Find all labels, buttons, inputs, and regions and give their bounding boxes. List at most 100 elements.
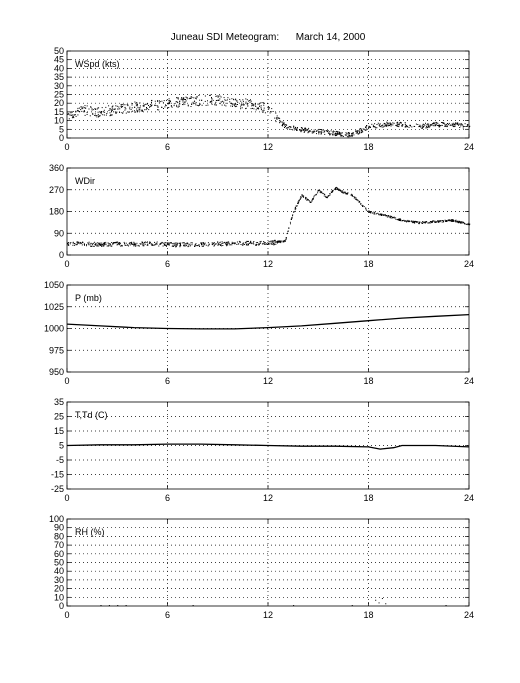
data-point: [250, 99, 251, 101]
data-point: [282, 123, 284, 125]
data-point: [440, 220, 442, 222]
data-point: [329, 134, 331, 136]
data-point: [89, 115, 91, 117]
data-point: [288, 126, 290, 128]
data-point: [95, 244, 97, 246]
data-point: [423, 221, 425, 223]
data-point: [167, 244, 169, 246]
data-point: [183, 242, 185, 244]
data-point: [359, 130, 361, 132]
data-point: [195, 104, 197, 106]
x-tick-label: 24: [464, 142, 474, 152]
data-point: [326, 130, 328, 132]
data-point: [267, 103, 269, 104]
data-point: [103, 244, 105, 246]
data-point: [429, 222, 430, 224]
data-point: [446, 126, 448, 128]
data-point: [381, 598, 383, 600]
data-point: [299, 197, 301, 199]
data-point: [73, 243, 75, 245]
data-point: [285, 124, 287, 126]
data-point: [87, 242, 89, 244]
data-point: [296, 205, 298, 207]
data-point: [377, 122, 379, 124]
data-point: [311, 200, 313, 202]
data-point: [388, 122, 390, 124]
data-point: [337, 187, 338, 189]
data-point: [136, 242, 138, 244]
data-point: [226, 243, 228, 245]
data-point: [214, 103, 216, 105]
data-point: [238, 240, 240, 242]
data-point: [146, 241, 148, 243]
data-point: [151, 101, 152, 103]
data-point: [461, 123, 463, 125]
data-point: [376, 124, 378, 125]
data-point: [226, 245, 228, 247]
data-point: [199, 99, 201, 101]
data-point: [393, 122, 395, 124]
data-point: [208, 244, 210, 246]
data-point: [129, 244, 131, 246]
data-point: [155, 242, 157, 244]
x-tick-label: 24: [464, 493, 474, 503]
data-point: [321, 129, 323, 131]
data-point: [352, 196, 354, 197]
y-tick-label: 40: [54, 566, 64, 576]
data-point: [425, 221, 427, 223]
x-tick-label: 0: [64, 493, 69, 503]
data-point: [435, 121, 437, 123]
data-point: [398, 124, 400, 126]
data-point: [200, 242, 202, 244]
data-point: [82, 241, 84, 243]
data-point: [425, 127, 427, 129]
data-point: [263, 241, 265, 242]
data-point: [336, 188, 338, 190]
data-point: [300, 127, 302, 128]
data-point: [253, 241, 255, 242]
data-point: [263, 102, 265, 104]
data-point: [290, 126, 292, 128]
data-point: [277, 241, 278, 243]
x-tick-label: 12: [263, 610, 273, 620]
data-point: [194, 244, 196, 246]
data-point: [386, 124, 388, 126]
data-point: [270, 243, 272, 245]
data-point: [385, 125, 387, 126]
data-point: [298, 200, 300, 202]
data-point: [134, 243, 136, 246]
data-point: [276, 241, 278, 243]
data-point: [338, 131, 340, 133]
data-point: [399, 218, 401, 220]
data-point: [185, 99, 186, 100]
data-point: [113, 242, 115, 244]
data-point: [259, 243, 261, 244]
data-point: [390, 215, 392, 217]
data-point: [146, 108, 148, 110]
data-point: [249, 100, 251, 101]
data-point: [293, 129, 295, 131]
y-tick-label: 25: [54, 90, 64, 100]
data-point: [287, 127, 289, 128]
data-point: [396, 124, 398, 126]
data-point: [187, 242, 189, 244]
data-point: [69, 114, 71, 116]
data-point: [77, 107, 79, 109]
data-point: [254, 104, 256, 106]
data-point: [399, 219, 400, 221]
data-point: [240, 244, 242, 245]
data-point: [131, 241, 133, 243]
data-point: [201, 242, 203, 244]
data-point: [148, 105, 149, 106]
data-point: [124, 244, 126, 246]
x-tick-label: 12: [263, 376, 273, 386]
data-point: [219, 103, 221, 105]
data-point: [282, 121, 284, 123]
data-point: [177, 98, 179, 100]
data-point: [246, 99, 248, 101]
data-point: [449, 124, 451, 126]
data-point: [334, 188, 336, 190]
data-point: [208, 243, 210, 245]
panel-label: WSpd (kts): [75, 59, 120, 69]
data-point: [292, 129, 293, 131]
